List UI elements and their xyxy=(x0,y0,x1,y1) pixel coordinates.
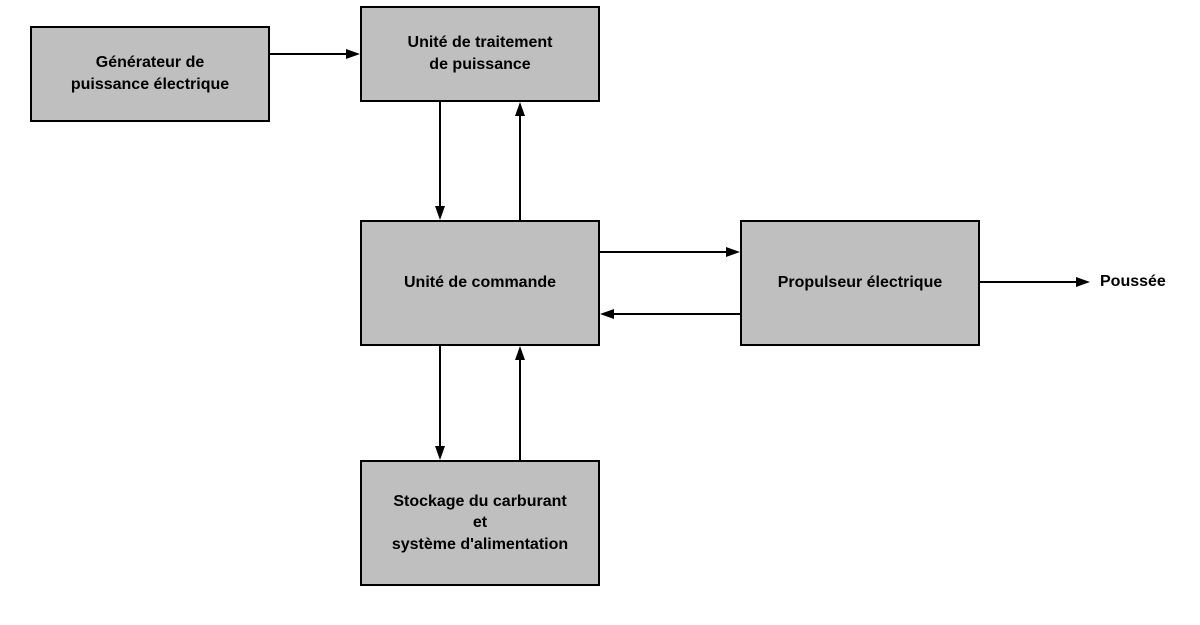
node-cmd: Unité de commande xyxy=(360,220,600,346)
node-label: Unité de commande xyxy=(404,272,556,294)
node-label: Générateur de puissance électrique xyxy=(71,52,229,95)
node-label: Unité de traitement de puissance xyxy=(408,32,553,75)
edge-gen-to-utp xyxy=(270,49,360,59)
node-prop: Propulseur électrique xyxy=(740,220,980,346)
node-label: Stockage du carburant et système d'alime… xyxy=(392,491,568,556)
edge-label-thrust: Poussée xyxy=(1100,273,1166,291)
node-label: Propulseur électrique xyxy=(778,272,943,294)
diagram-canvas: Générateur de puissance électrique Unité … xyxy=(0,0,1200,625)
node-gen: Générateur de puissance électrique xyxy=(30,26,270,122)
edge-prop-to-cmd xyxy=(600,309,740,319)
node-fuel: Stockage du carburant et système d'alime… xyxy=(360,460,600,586)
edge-utp-to-cmd xyxy=(435,102,445,220)
node-utp: Unité de traitement de puissance xyxy=(360,6,600,102)
edge-cmd-to-utp xyxy=(515,102,525,220)
edge-cmd-to-fuel xyxy=(435,346,445,460)
edge-fuel-to-cmd xyxy=(515,346,525,460)
edge-prop-to-thrust xyxy=(980,277,1090,287)
edge-cmd-to-prop xyxy=(600,247,740,257)
